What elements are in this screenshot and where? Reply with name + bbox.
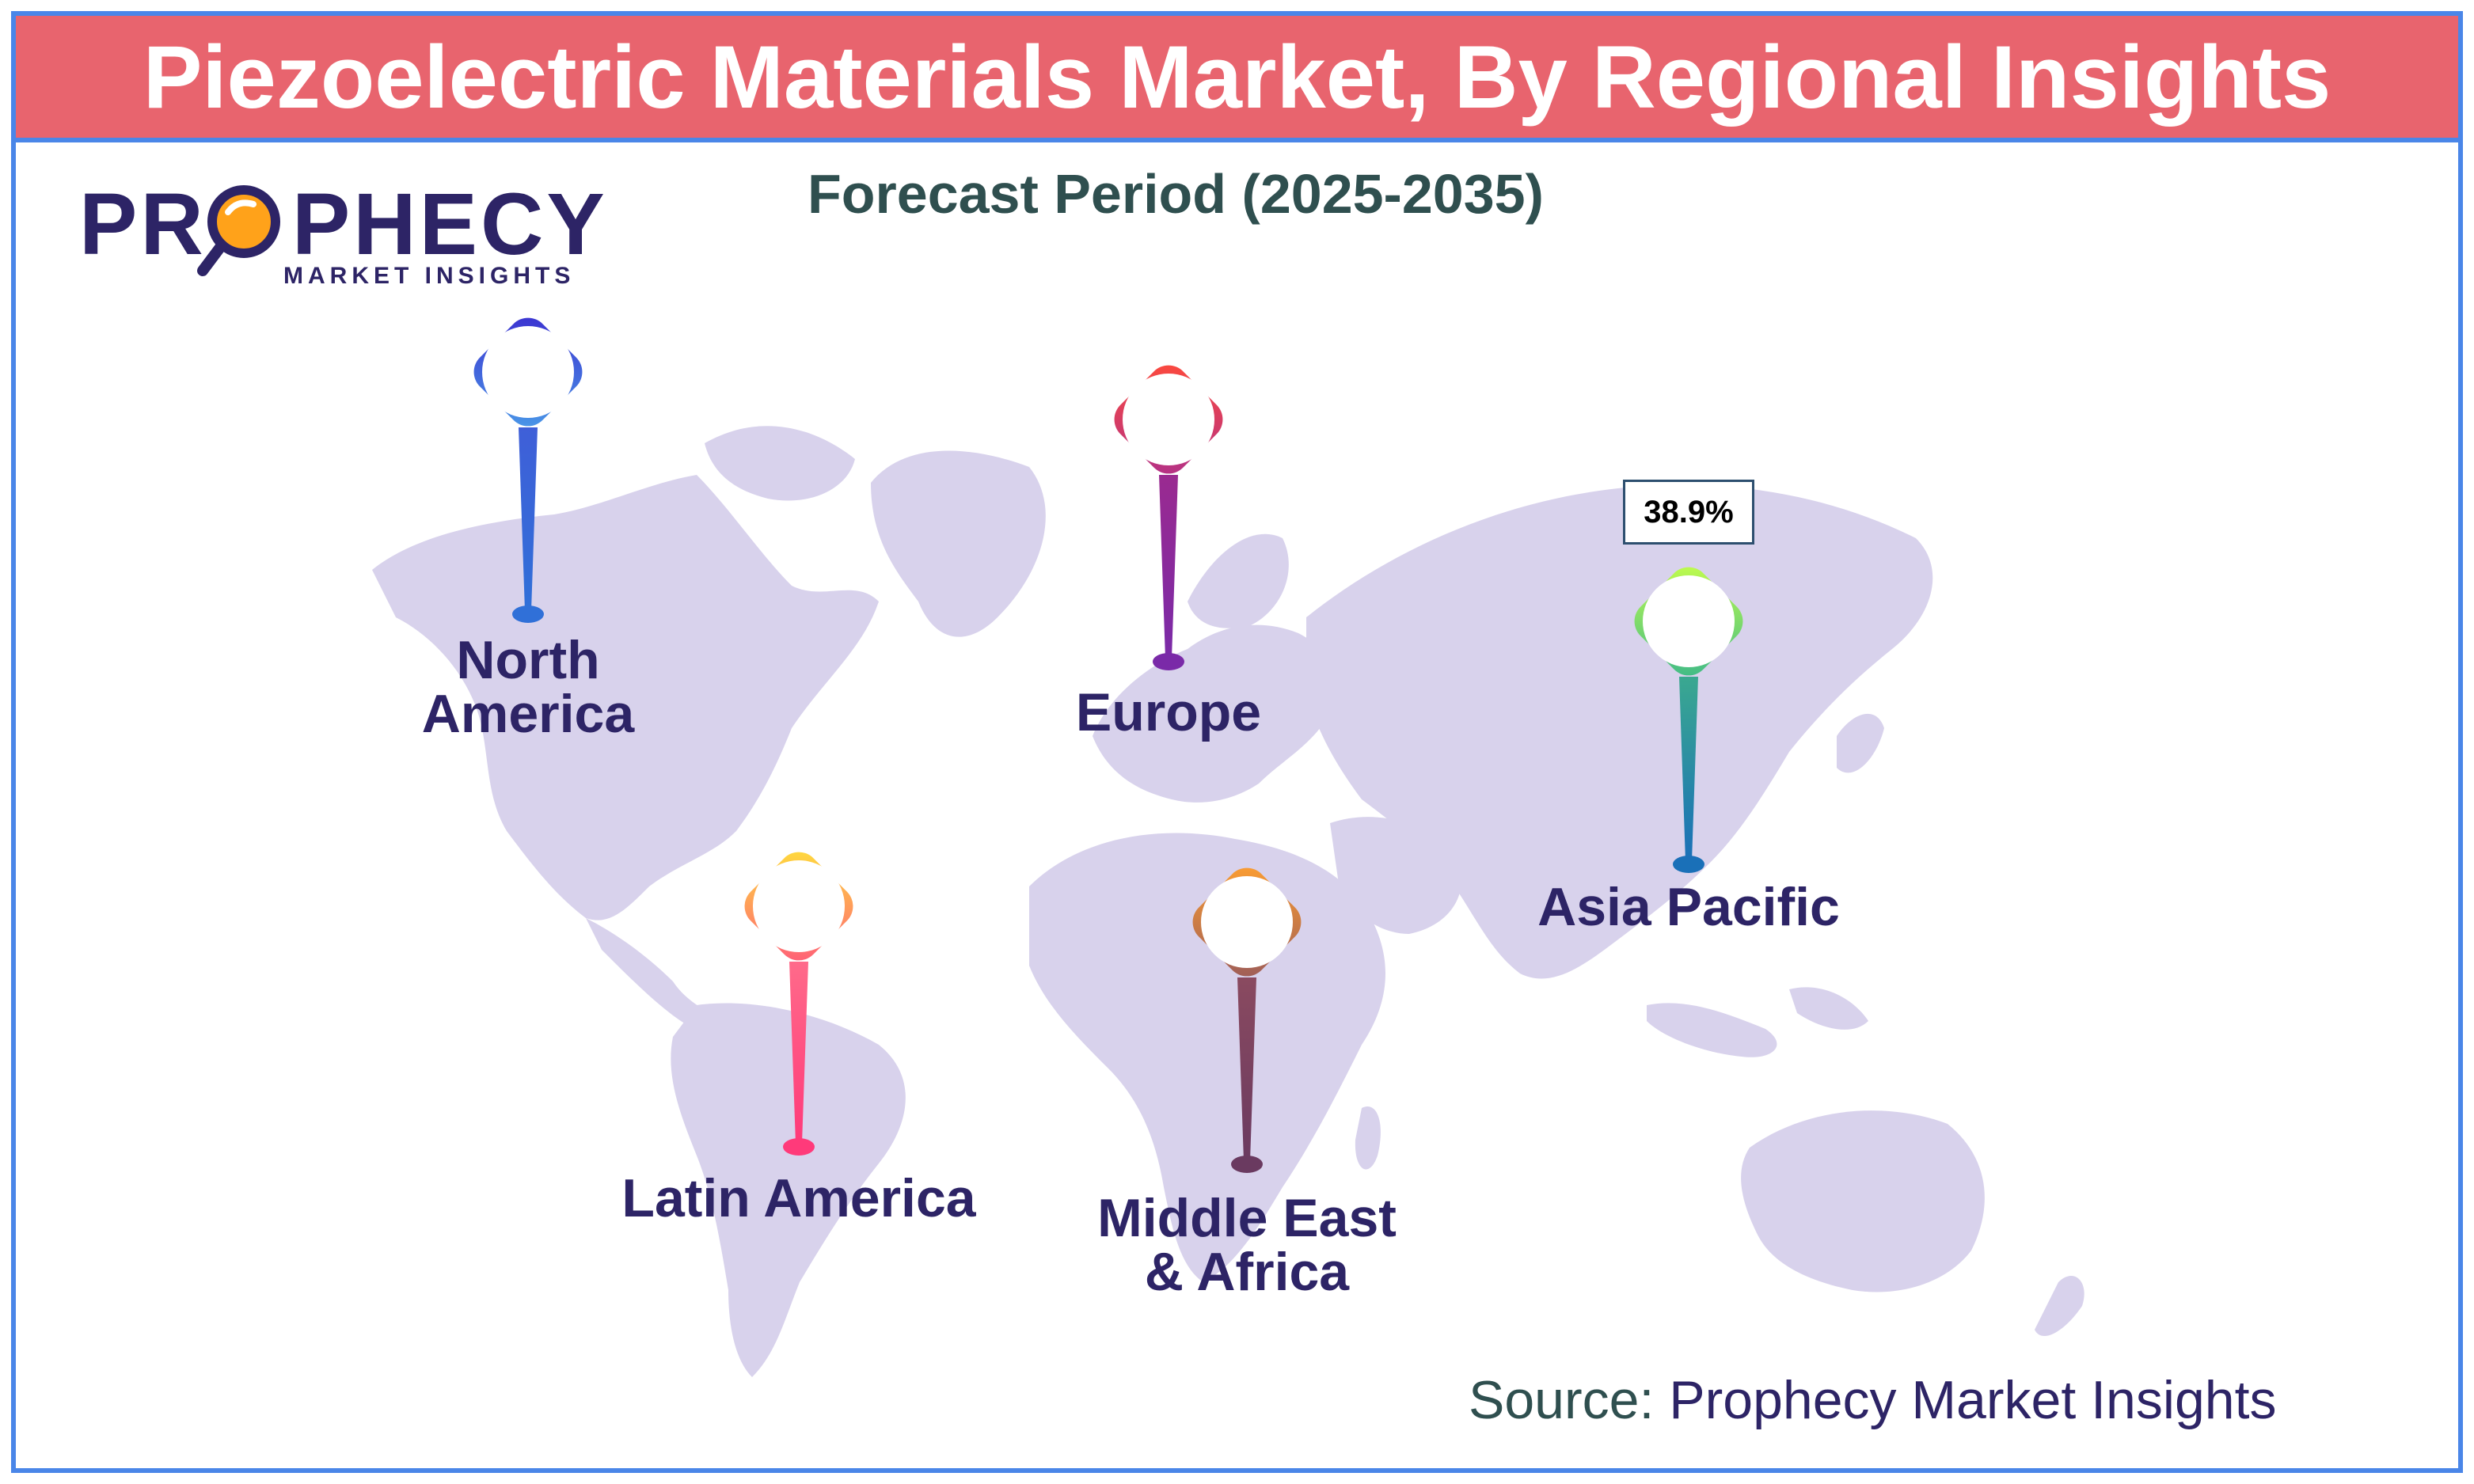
landmass-africa — [1029, 833, 1385, 1282]
region-label-asia-pacific: Asia Pacific — [1537, 877, 1840, 937]
region-label-latin-america: Latin America — [621, 1168, 976, 1228]
magnifier-icon — [197, 185, 280, 276]
pin-europe — [1114, 365, 1223, 670]
source-credit: Source: Prophecy Market Insights — [1469, 1369, 2276, 1431]
region-label-middle-east-africa: Middle East & Africa — [1097, 1188, 1397, 1302]
pin-north-america — [473, 317, 583, 623]
logo-subtext: MARKET INSIGHTS — [283, 263, 576, 289]
pin-latin-america — [744, 852, 853, 1156]
landmass-greenland — [871, 450, 1046, 637]
source-brand: Prophecy Market Insights — [1669, 1370, 2277, 1430]
forecast-subtitle: Forecast Period (2025-2035) — [808, 163, 1544, 225]
header-banner: Piezoelectric Materials Market, By Regio… — [11, 11, 2463, 142]
asia-pacific-share-badge: 38.9% — [1623, 480, 1754, 545]
pin-asia-pacific — [1634, 567, 1743, 873]
logo: PR PHECY MARKET INSIGHTS — [79, 174, 618, 293]
region-label-europe: Europe — [1075, 682, 1262, 742]
source-prefix: Source: — [1469, 1370, 1670, 1430]
page-title: Piezoelectric Materials Market, By Regio… — [143, 27, 2331, 127]
region-label-north-america: North America — [421, 630, 635, 744]
landmass-europe — [1093, 624, 1336, 803]
pin-middle-east-africa — [1192, 867, 1302, 1173]
landmass-north-america — [372, 475, 879, 920]
continents — [372, 426, 2084, 1377]
logo-text-after: PHECY — [291, 176, 608, 273]
landmass-south-america — [671, 1003, 906, 1377]
landmass-australia — [1741, 1110, 1985, 1292]
landmass-asia — [1306, 484, 1933, 979]
logo-text-before: PR — [79, 176, 207, 273]
